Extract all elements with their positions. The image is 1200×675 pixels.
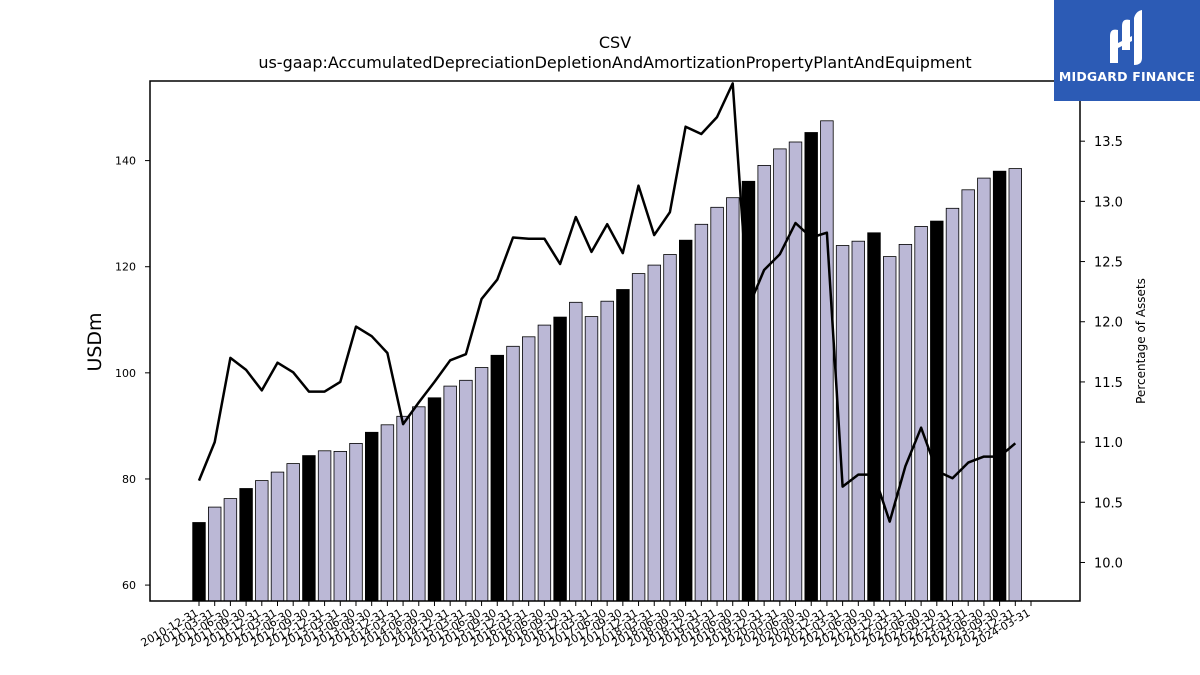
- bar-2011-06-30: [223, 498, 238, 602]
- right-tick-label: 11.5: [1094, 376, 1123, 391]
- bar-2013-12-31: [380, 424, 395, 602]
- bar-2021-12-31: [883, 256, 897, 602]
- bar-2016-03-31: [522, 336, 536, 602]
- bar-2012-06-30: [286, 463, 300, 602]
- bar-2018-09-30: [679, 239, 693, 602]
- bar-2011-03-31: [207, 506, 222, 602]
- left-tick-label: 60: [122, 579, 136, 592]
- bar-2012-12-31: [317, 450, 332, 602]
- bar-2015-12-31: [506, 345, 520, 602]
- chart-subtitle: us-gaap:AccumulatedDepreciationDepletion…: [258, 53, 971, 72]
- bar-2011-12-31: [255, 480, 269, 602]
- bar-2011-09-30: [239, 488, 253, 602]
- left-tick-label: 140: [115, 155, 136, 168]
- right-tick-label: 11.0: [1094, 436, 1123, 451]
- bar-2013-06-30: [349, 442, 363, 602]
- bar-2012-03-31: [270, 471, 285, 602]
- bar-2020-09-30: [804, 132, 818, 602]
- bar-2023-03-31: [961, 189, 975, 602]
- bar-2020-03-31: [773, 148, 787, 602]
- bar-2016-06-30: [537, 324, 552, 602]
- bar-2012-09-30: [302, 455, 316, 602]
- bar-2018-12-31: [694, 223, 709, 602]
- brand-name: MIDGARD FINANCE: [1058, 69, 1196, 84]
- bar-2014-12-31: [443, 385, 457, 602]
- left-axis-ticks: 60 80 100 120 140: [115, 155, 150, 592]
- bar-2023-12-31: [1008, 168, 1023, 602]
- bar-2022-12-31: [945, 207, 960, 602]
- left-tick-label: 100: [115, 367, 136, 380]
- left-tick-label: 80: [122, 473, 136, 486]
- right-tick-label: 12.0: [1094, 316, 1123, 331]
- plot-frame: [149, 80, 1081, 602]
- right-tick-label: 13.5: [1094, 135, 1123, 150]
- right-tick-label: 13.0: [1094, 195, 1123, 210]
- bar-2020-06-30: [788, 141, 803, 602]
- bar-2016-09-30: [553, 316, 567, 602]
- right-axis-ticks: 10.010.511.011.512.012.513.013.514.0: [1080, 75, 1123, 571]
- bar-2017-06-30: [600, 300, 614, 602]
- bar-2022-03-31: [898, 243, 913, 602]
- bar-2017-03-31: [584, 316, 599, 602]
- bar-2023-06-30: [977, 177, 991, 602]
- bar-2015-03-31: [459, 379, 473, 602]
- left-tick-label: 120: [115, 261, 136, 274]
- y2-axis-label: Percentage of Assets: [1134, 278, 1148, 404]
- y-axis-label: USDm: [84, 312, 106, 371]
- bar-2020-12-31: [820, 120, 834, 602]
- right-tick-label: 10.5: [1094, 496, 1123, 511]
- bar-2013-03-31: [333, 450, 348, 602]
- bar-2015-06-30: [474, 367, 489, 602]
- bar-2021-06-30: [851, 240, 866, 602]
- bar-2010-12-31: [192, 522, 206, 602]
- bar-2022-09-30: [930, 220, 944, 602]
- bar-2017-09-30: [616, 289, 630, 602]
- right-tick-label: 12.5: [1094, 256, 1123, 271]
- right-tick-label: 10.0: [1094, 556, 1123, 571]
- x-axis-ticks: 2010-12-312011-03-312011-06-302011-09-30…: [139, 601, 1033, 650]
- bar-2013-09-30: [364, 431, 379, 602]
- bar-2014-03-31: [396, 415, 410, 602]
- bar-2018-06-30: [663, 254, 677, 602]
- midgard-logo-icon: [1110, 10, 1142, 65]
- bar-2014-06-30: [412, 406, 426, 602]
- chart-title: CSV: [599, 33, 631, 52]
- bar-series: [192, 120, 1023, 602]
- bar-2014-09-30: [427, 397, 442, 602]
- brand-logo: MIDGARD FINANCE: [1054, 0, 1200, 101]
- percentage-line: [197, 82, 1017, 523]
- bar-2016-12-31: [569, 301, 583, 602]
- bar-2018-03-31: [647, 264, 662, 602]
- bar-2015-09-30: [490, 354, 505, 602]
- bar-2021-09-30: [867, 232, 881, 602]
- bar-2019-06-30: [726, 197, 740, 602]
- bar-2019-03-31: [710, 206, 724, 602]
- bar-2022-06-30: [914, 225, 928, 602]
- bar-2017-12-31: [631, 273, 646, 602]
- bar-2023-09-30: [992, 170, 1007, 602]
- bar-2019-12-31: [757, 164, 771, 602]
